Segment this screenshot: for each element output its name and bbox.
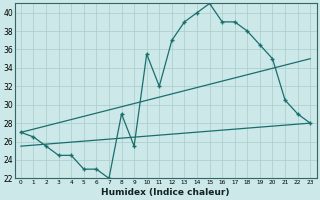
X-axis label: Humidex (Indice chaleur): Humidex (Indice chaleur) <box>101 188 230 197</box>
